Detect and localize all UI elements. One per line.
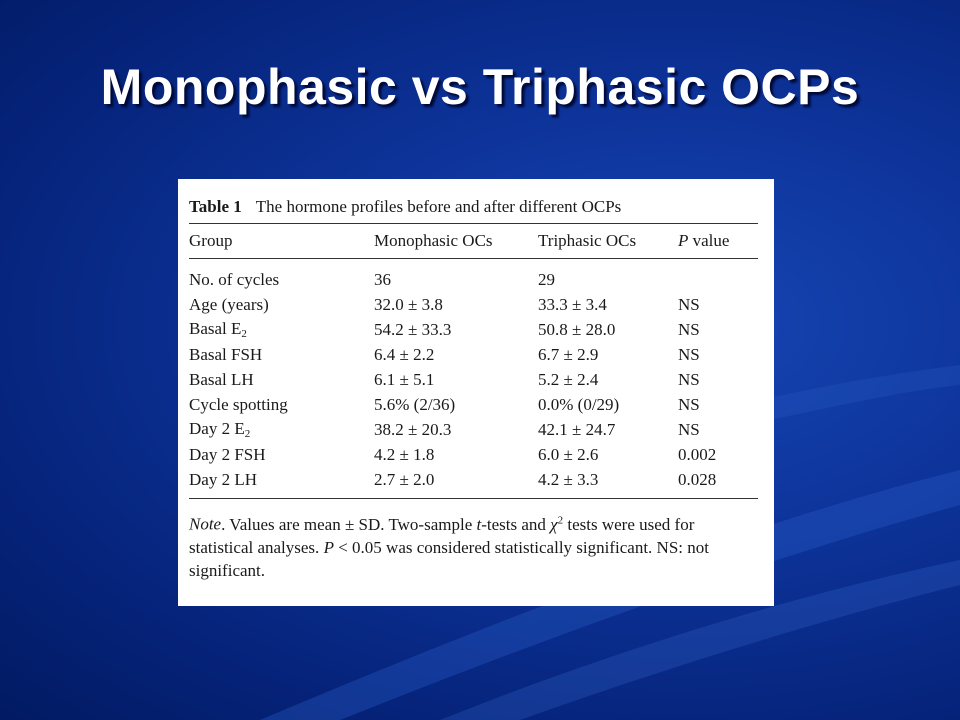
row-monophasic-cell: 36 — [374, 269, 391, 289]
row-p-value-cell: NS — [678, 369, 700, 389]
note-text: . Values are mean ± SD. Two-sample t-tes… — [189, 514, 709, 580]
row-group-cell: Day 2 FSH — [189, 444, 266, 464]
row-p-value-cell: NS — [678, 344, 700, 364]
row-p-value-cell: NS — [678, 419, 700, 439]
row-p-value-cell: 0.002 — [678, 444, 717, 464]
row-triphasic-cell: 5.2 ± 2.4 — [538, 369, 599, 389]
table-row: Cycle spotting 5.6% (2/36) 0.0% (0/29) NS — [189, 392, 758, 417]
table-row: Day 2 LH 2.7 ± 2.0 4.2 ± 3.3 0.028 — [189, 467, 758, 499]
row-monophasic-cell: 32.0 ± 3.8 — [374, 294, 443, 314]
table-row: Age (years) 32.0 ± 3.8 33.3 ± 3.4 NS — [189, 292, 758, 317]
header-triphasic: Triphasic OCs — [538, 224, 678, 259]
row-monophasic-cell: 38.2 ± 20.3 — [374, 419, 452, 439]
table-caption-text: The hormone profiles before and after di… — [255, 197, 622, 216]
row-p-value-cell: NS — [678, 319, 700, 339]
row-group-cell: No. of cycles — [189, 269, 280, 289]
data-table: Group Monophasic OCs Triphasic OCs P val… — [189, 224, 758, 499]
row-p-value-cell: 0.028 — [678, 467, 758, 499]
row-monophasic-cell: 6.1 ± 5.1 — [374, 369, 435, 389]
row-triphasic-cell: 6.0 ± 2.6 — [538, 444, 599, 464]
row-p-value-cell: NS — [678, 394, 700, 414]
table-row: No. of cycles 36 29 — [189, 259, 758, 293]
row-group-cell: Day 2 LH — [189, 467, 374, 499]
header-group: Group — [189, 224, 374, 259]
row-triphasic-cell: 29 — [538, 269, 555, 289]
header-p-value: P value — [678, 224, 758, 259]
row-monophasic-cell: 4.2 ± 1.8 — [374, 444, 435, 464]
table-caption-label: Table 1 — [189, 197, 242, 216]
row-triphasic-cell: 6.7 ± 2.9 — [538, 344, 599, 364]
row-group-cell: Day 2 E2 — [189, 419, 251, 440]
row-monophasic-cell: 5.6% (2/36) — [374, 394, 456, 414]
row-p-value-cell — [678, 259, 758, 293]
row-p-value-cell: NS — [678, 294, 700, 314]
row-monophasic-cell: 6.4 ± 2.2 — [374, 344, 435, 364]
slide-title: Monophasic vs Triphasic OCPs — [100, 59, 860, 115]
row-triphasic-cell: 0.0% (0/29) — [538, 394, 620, 414]
table-figure: Table 1 The hormone profiles before and … — [178, 179, 774, 606]
table-note: Note. Values are mean ± SD. Two-sample t… — [189, 509, 758, 582]
row-triphasic-cell: 50.8 ± 28.0 — [538, 319, 616, 339]
row-triphasic-cell: 4.2 ± 3.3 — [538, 467, 678, 499]
header-monophasic: Monophasic OCs — [374, 224, 538, 259]
row-triphasic-cell: 33.3 ± 3.4 — [538, 294, 607, 314]
table-caption: Table 1 The hormone profiles before and … — [189, 197, 758, 224]
row-triphasic-cell: 42.1 ± 24.7 — [538, 419, 616, 439]
row-group-cell: Basal E2 — [189, 319, 247, 340]
table-header-row: Group Monophasic OCs Triphasic OCs P val… — [189, 224, 758, 259]
table-row: Day 2 E2 38.2 ± 20.3 42.1 ± 24.7 NS — [189, 417, 758, 442]
note-label: Note — [189, 514, 222, 534]
table-row: Basal FSH 6.4 ± 2.2 6.7 ± 2.9 NS — [189, 342, 758, 367]
row-group-cell: Basal LH — [189, 369, 254, 389]
table-row: Basal E2 54.2 ± 33.3 50.8 ± 28.0 NS — [189, 317, 758, 342]
row-monophasic-cell: 2.7 ± 2.0 — [374, 467, 538, 499]
row-monophasic-cell: 54.2 ± 33.3 — [374, 319, 452, 339]
row-group-cell: Age (years) — [189, 294, 269, 314]
row-group-cell: Basal FSH — [189, 344, 263, 364]
row-group-cell: Cycle spotting — [189, 394, 288, 414]
table-row: Day 2 FSH 4.2 ± 1.8 6.0 ± 2.6 0.002 — [189, 442, 758, 467]
table-row: Basal LH 6.1 ± 5.1 5.2 ± 2.4 NS — [189, 367, 758, 392]
